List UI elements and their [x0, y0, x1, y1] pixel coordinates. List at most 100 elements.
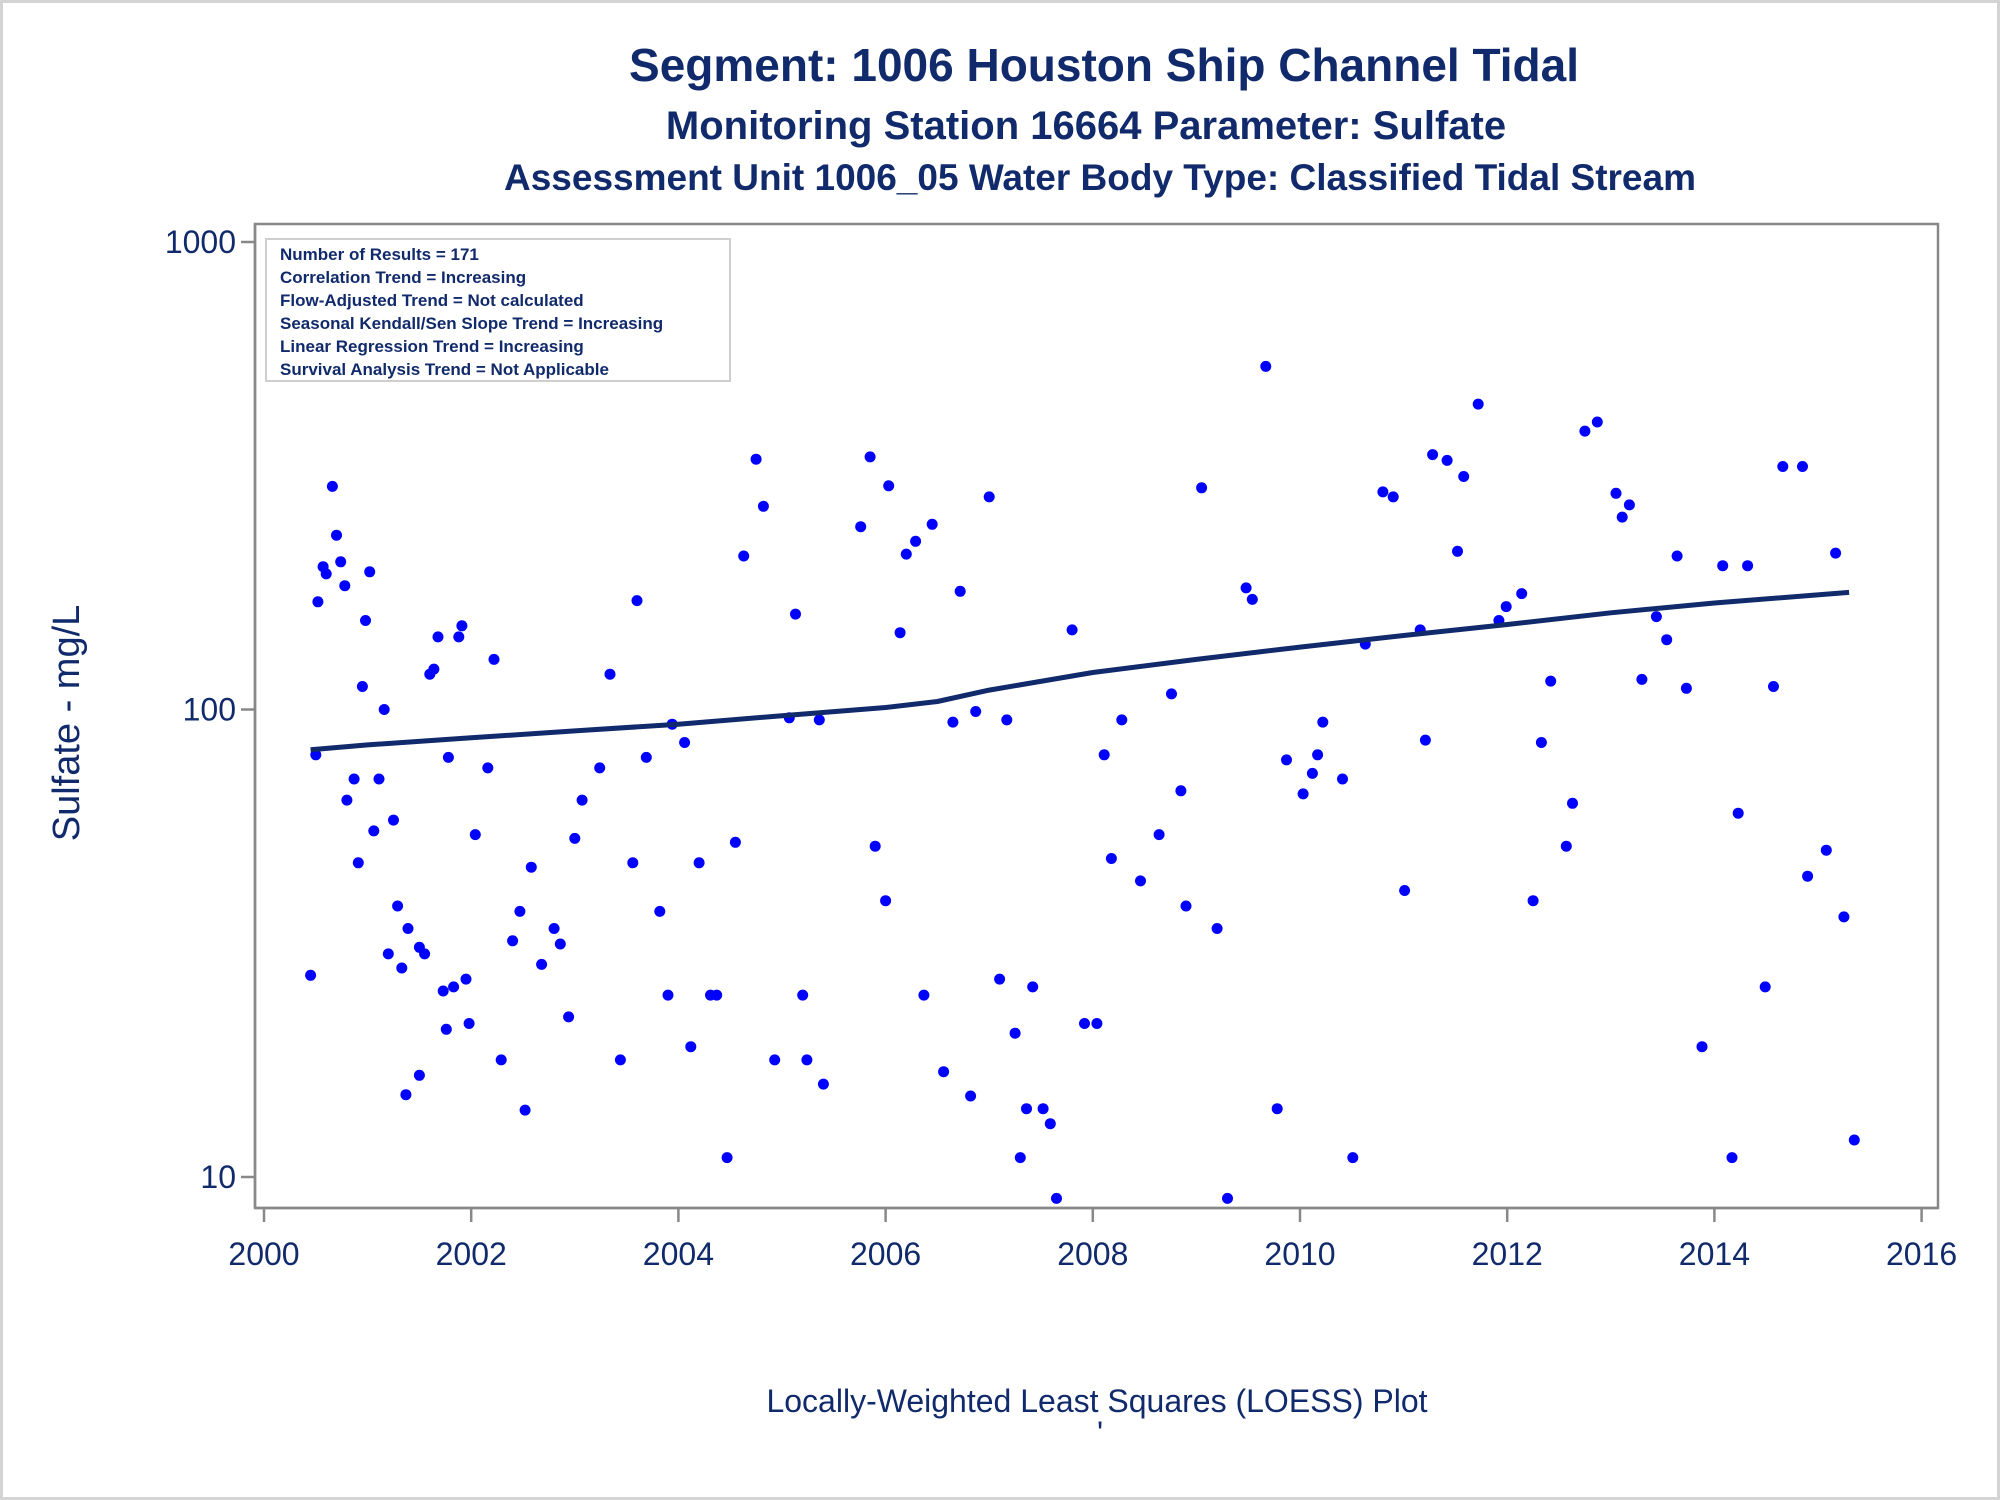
data-point — [1623, 499, 1635, 511]
data-point — [662, 989, 674, 1001]
data-point — [1661, 634, 1673, 646]
data-point — [456, 620, 468, 632]
data-point — [631, 595, 643, 607]
data-point — [554, 938, 566, 950]
data-point — [1441, 454, 1453, 466]
data-point — [627, 857, 639, 869]
data-point — [1567, 797, 1578, 809]
data-point — [1650, 611, 1662, 623]
data-point — [1717, 560, 1729, 572]
stats-line: Flow-Adjusted Trend = Not calculated — [280, 291, 584, 310]
data-point — [994, 973, 1006, 985]
data-point — [938, 1066, 950, 1078]
data-point — [1027, 981, 1039, 993]
data-point — [900, 548, 912, 560]
data-point — [1337, 773, 1348, 785]
data-point — [335, 556, 347, 568]
chart-marks — [305, 360, 1860, 1204]
data-point — [396, 962, 408, 974]
data-point — [1271, 1103, 1283, 1115]
data-point — [894, 627, 906, 639]
x-axis: 2000 2002 2004 2006 2008 2010 2012 2014 2016 — [228, 1206, 1957, 1272]
data-point — [926, 518, 938, 530]
data-point — [1044, 1118, 1056, 1130]
data-point — [305, 969, 317, 981]
data-point — [388, 814, 399, 826]
x-tick-label: 2006 — [850, 1236, 921, 1272]
data-point — [654, 905, 666, 917]
data-point — [738, 550, 750, 562]
data-point — [1472, 398, 1484, 410]
data-point — [360, 615, 371, 626]
data-point — [1830, 547, 1842, 559]
data-point — [1175, 785, 1187, 797]
data-point — [918, 989, 930, 1001]
data-point — [1768, 681, 1779, 692]
data-point — [983, 491, 995, 503]
data-point — [1797, 461, 1808, 472]
data-point — [1545, 675, 1557, 687]
data-point — [1014, 1152, 1026, 1164]
data-point — [453, 631, 465, 643]
data-point — [1079, 1018, 1090, 1029]
data-point — [392, 900, 404, 912]
data-point — [1009, 1027, 1021, 1039]
data-point — [519, 1104, 531, 1116]
footnote: Locally-Weighted Least Squares (LOESS) P… — [766, 1383, 1427, 1419]
data-point — [640, 751, 652, 763]
data-point — [1636, 673, 1648, 685]
data-point — [1560, 840, 1572, 852]
data-point — [348, 773, 360, 785]
data-point — [1166, 688, 1177, 700]
chart-subtitle: Monitoring Station 16664 Parameter: Sulf… — [666, 104, 1506, 148]
data-point — [1091, 1018, 1103, 1029]
data-point — [352, 857, 364, 869]
chart-title: Segment: 1006 Houston Ship Channel Tidal — [629, 39, 1579, 91]
data-point — [402, 923, 414, 934]
stats-box: Number of Results = 171 Correlation Trend… — [265, 238, 731, 382]
data-point — [495, 1054, 507, 1066]
y-tick-label: 100 — [183, 692, 236, 728]
data-point — [880, 895, 892, 907]
x-tick-label: 2002 — [436, 1236, 507, 1272]
data-point — [1591, 416, 1603, 428]
data-point — [364, 566, 376, 578]
data-point — [790, 608, 801, 620]
data-point — [428, 663, 440, 675]
data-point — [413, 1069, 425, 1081]
data-point — [1153, 829, 1165, 841]
data-point — [1240, 582, 1252, 594]
data-point — [1579, 425, 1591, 437]
data-point — [757, 500, 769, 512]
data-point — [954, 585, 966, 597]
y-axis-label: Sulfate - mg/L — [46, 605, 88, 842]
data-point — [1535, 737, 1547, 748]
data-point — [1838, 911, 1850, 923]
stats-line: Survival Analysis Trend = Not Applicable — [280, 360, 609, 379]
data-point — [482, 762, 494, 774]
data-point — [1759, 981, 1771, 993]
data-point — [1116, 714, 1128, 726]
data-point — [801, 1054, 813, 1066]
data-point — [864, 451, 876, 463]
data-point — [1098, 749, 1110, 761]
data-point — [320, 568, 332, 580]
data-point — [1732, 807, 1744, 819]
x-tick-label: 2000 — [228, 1236, 299, 1272]
data-point — [437, 985, 449, 997]
data-point — [548, 923, 560, 934]
data-point — [442, 751, 454, 763]
data-point — [1742, 560, 1754, 572]
x-tick-label: 2014 — [1679, 1236, 1750, 1272]
data-point — [1021, 1103, 1032, 1115]
data-point — [910, 535, 922, 547]
data-point — [947, 716, 959, 728]
data-point — [1297, 788, 1309, 800]
data-point — [721, 1152, 733, 1164]
data-point — [488, 653, 500, 665]
x-tick-label: 2012 — [1472, 1236, 1543, 1272]
data-point — [1105, 853, 1117, 864]
data-point — [1452, 545, 1463, 557]
data-point — [1820, 844, 1832, 856]
data-point — [1802, 870, 1814, 882]
